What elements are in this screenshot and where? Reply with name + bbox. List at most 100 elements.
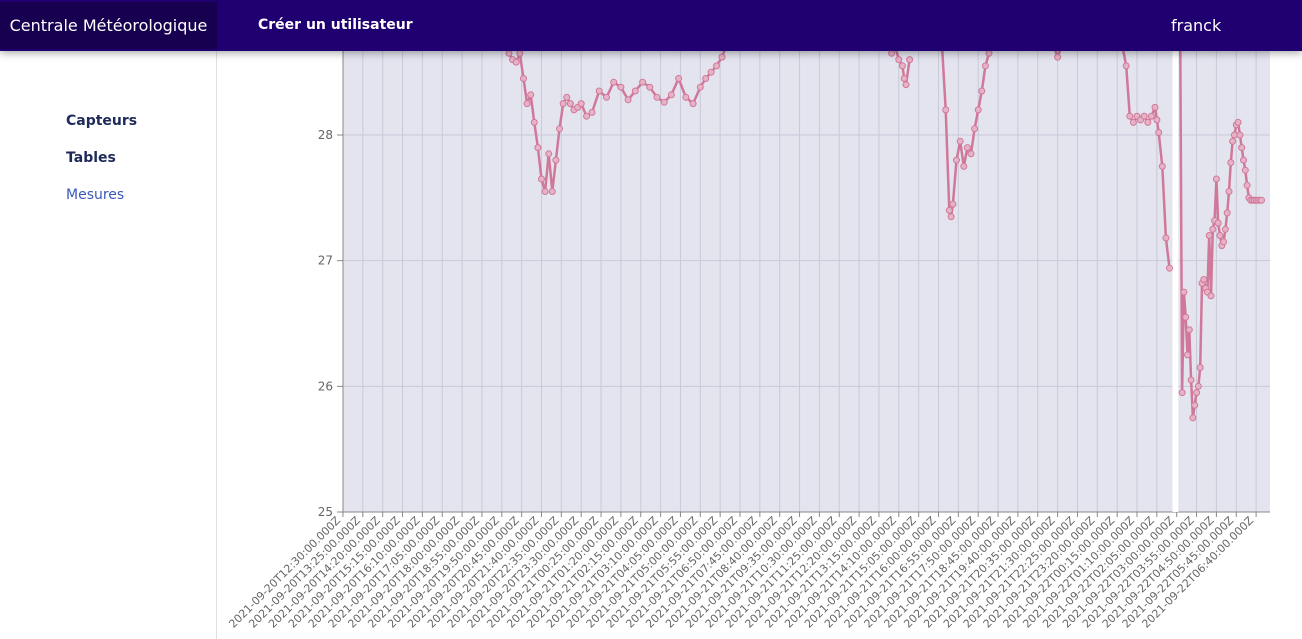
data-point xyxy=(667,91,675,99)
data-point xyxy=(1182,313,1190,321)
vertical-gridlines xyxy=(342,51,1257,512)
data-point xyxy=(978,87,986,95)
sidebar-item-tables[interactable]: Tables xyxy=(66,150,116,166)
data-point xyxy=(949,200,957,208)
data-point xyxy=(552,156,560,164)
data-point xyxy=(653,93,661,101)
data-point xyxy=(718,53,726,61)
data-point xyxy=(1234,118,1242,126)
data-point xyxy=(898,62,906,70)
data-point xyxy=(1193,389,1201,397)
data-point xyxy=(577,100,585,108)
data-point xyxy=(689,100,697,108)
data-point xyxy=(548,188,556,195)
sidebar-item-capteurs[interactable]: Capteurs xyxy=(66,113,138,129)
data-point xyxy=(900,75,908,82)
app-brand[interactable]: Centrale Météorologique xyxy=(0,2,217,49)
data-point xyxy=(1054,53,1062,61)
data-point xyxy=(617,83,625,91)
data-point xyxy=(588,108,596,116)
data-point xyxy=(1209,225,1217,233)
data-point xyxy=(1122,62,1130,70)
data-point xyxy=(1214,219,1222,227)
data-point xyxy=(559,100,567,108)
plot-area xyxy=(343,51,1270,512)
data-point xyxy=(639,78,647,86)
data-point xyxy=(1180,288,1188,296)
temperature-line-chart: 25 26 27 28 2021-09-20T12:30:00.000Z2021-09… xyxy=(226,51,1270,631)
data-point xyxy=(631,87,639,95)
data-point xyxy=(660,98,668,106)
data-point xyxy=(707,68,715,76)
data-point xyxy=(956,137,964,145)
data-point xyxy=(985,51,993,57)
data-point xyxy=(682,93,690,101)
data-point xyxy=(1243,181,1251,189)
data-point xyxy=(1162,234,1170,242)
y-tick-label: 28 xyxy=(318,128,333,142)
data-point xyxy=(1153,116,1161,124)
data-point xyxy=(1220,238,1228,246)
data-point xyxy=(516,51,524,57)
data-point xyxy=(1196,364,1204,371)
data-point xyxy=(646,83,654,91)
data-point xyxy=(906,56,914,64)
data-point xyxy=(505,51,513,57)
data-point xyxy=(1151,103,1159,111)
data-point xyxy=(1147,112,1155,120)
data-point xyxy=(1207,292,1215,300)
sidebar-item-mesures[interactable]: Mesures xyxy=(66,187,125,203)
data-point xyxy=(1236,131,1244,139)
data-point xyxy=(1189,414,1197,422)
data-point xyxy=(563,93,571,101)
data-point xyxy=(610,78,618,86)
data-point xyxy=(1191,401,1199,409)
data-point xyxy=(1238,144,1246,152)
data-point xyxy=(1223,209,1231,217)
data-point xyxy=(971,125,979,133)
data-point xyxy=(1178,389,1186,397)
data-point xyxy=(947,213,955,221)
data-point xyxy=(566,100,574,108)
data-point xyxy=(1194,382,1202,390)
data-point xyxy=(583,112,591,120)
data-point xyxy=(541,188,549,195)
data-point xyxy=(624,96,632,104)
data-point xyxy=(942,106,950,114)
data-point xyxy=(1185,326,1193,334)
data-gap xyxy=(1172,51,1179,512)
data-point xyxy=(967,150,975,158)
data-point xyxy=(523,100,531,108)
user-menu[interactable]: franck xyxy=(1171,16,1222,35)
data-point xyxy=(512,58,520,66)
data-point xyxy=(527,91,535,99)
data-point xyxy=(530,118,538,126)
series-temperature xyxy=(505,51,1265,512)
data-point xyxy=(1212,175,1220,183)
x-axis: 2021-09-20T12:30:00.000Z2021-09-20T13:25… xyxy=(226,511,1270,631)
top-navbar: Centrale Météorologique Créer un utilisa… xyxy=(0,0,1302,51)
create-user-link[interactable]: Créer un utilisateur xyxy=(258,17,413,33)
data-point xyxy=(538,175,545,183)
data-point xyxy=(713,62,720,70)
data-point xyxy=(1126,112,1134,120)
data-point xyxy=(702,75,710,82)
data-point xyxy=(953,156,960,164)
data-point xyxy=(1144,118,1152,126)
sidebar: Capteurs Tables Mesures xyxy=(0,51,217,639)
data-point xyxy=(1229,137,1237,145)
data-point xyxy=(960,162,968,170)
data-point xyxy=(545,150,553,158)
y-tick-label: 25 xyxy=(318,505,333,519)
data-point xyxy=(1240,156,1247,164)
data-point xyxy=(1258,196,1265,204)
data-point xyxy=(603,93,610,101)
data-point xyxy=(895,56,903,64)
data-point xyxy=(1158,162,1166,170)
data-point xyxy=(945,206,953,214)
data-point xyxy=(1140,112,1148,120)
data-point xyxy=(534,144,542,152)
data-point xyxy=(1129,118,1137,126)
data-point xyxy=(974,106,982,114)
data-point xyxy=(1205,232,1213,239)
